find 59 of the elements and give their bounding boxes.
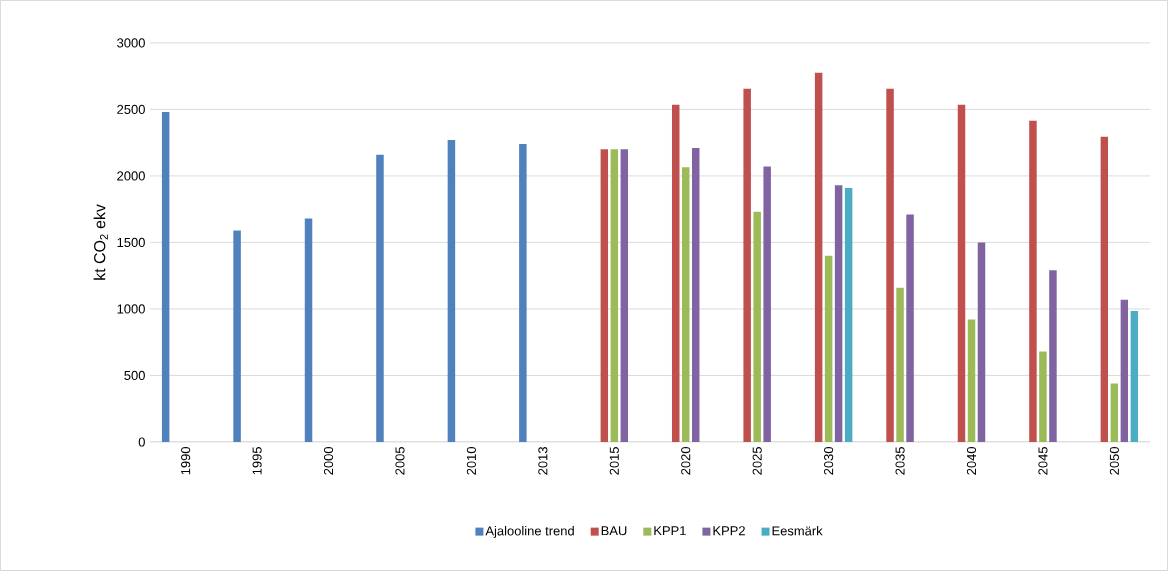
bar xyxy=(906,214,914,443)
bar xyxy=(671,104,680,443)
x-tick-label: 2040 xyxy=(966,447,977,475)
x-tick-label: 2013 xyxy=(538,447,548,475)
x-tick-label: 2045 xyxy=(1038,447,1048,475)
bar xyxy=(814,72,823,443)
y-tick-label: 1000 xyxy=(117,304,145,314)
y-axis-title: kt CO$_{2}$ ekv xyxy=(93,204,108,280)
y-tick-label: 2500 xyxy=(117,104,145,115)
bar xyxy=(763,166,771,443)
x-tick-label: 2020 xyxy=(681,447,691,475)
bar xyxy=(233,230,241,443)
x-tick-label: 2005 xyxy=(395,447,405,475)
x-tick-label: 2015 xyxy=(609,447,619,475)
bar xyxy=(1110,383,1119,443)
bar xyxy=(447,140,456,443)
legend-label: Ajalooline trend xyxy=(485,526,574,539)
bar xyxy=(824,255,833,443)
bar xyxy=(1039,351,1047,443)
bar xyxy=(1130,310,1139,443)
y-tick-label: 1500 xyxy=(117,237,145,248)
legend-label: KPP1 xyxy=(654,526,686,536)
x-tick-label: 2050 xyxy=(1109,447,1119,475)
bar xyxy=(1100,136,1109,443)
bar xyxy=(161,112,170,443)
x-tick-label: 1995 xyxy=(252,447,262,475)
bar xyxy=(977,242,986,443)
x-tick-label: 2010 xyxy=(466,447,476,475)
bar xyxy=(1120,299,1129,443)
bar xyxy=(753,211,761,443)
bar xyxy=(519,144,527,443)
x-tick-label: 2035 xyxy=(895,447,905,475)
bar xyxy=(957,104,966,443)
legend-label: Eesmärk xyxy=(772,526,823,536)
bar xyxy=(376,154,384,443)
bar xyxy=(834,185,843,443)
bar xyxy=(610,149,619,443)
y-tick-label: 500 xyxy=(124,370,145,381)
y-tick-label: 2000 xyxy=(117,171,145,181)
bar xyxy=(886,88,894,443)
bar xyxy=(681,167,690,443)
bar xyxy=(1049,270,1057,443)
bar xyxy=(600,149,609,443)
bar xyxy=(844,187,853,443)
y-tick-label: 0 xyxy=(138,437,145,447)
bar xyxy=(743,88,751,443)
x-tick-label: 2000 xyxy=(323,447,334,475)
bar xyxy=(967,319,976,443)
bar xyxy=(304,218,313,443)
bar xyxy=(896,287,904,443)
legend-label: KPP2 xyxy=(713,526,745,536)
bar xyxy=(1029,120,1037,443)
x-tick-label: 2030 xyxy=(824,447,834,475)
legend-label: BAU xyxy=(601,526,627,536)
x-tick-label: 1990 xyxy=(181,447,191,475)
bar xyxy=(620,149,629,443)
x-tick-label: 2025 xyxy=(752,447,762,475)
y-tick-label: 3000 xyxy=(117,38,145,48)
bar xyxy=(691,148,700,443)
